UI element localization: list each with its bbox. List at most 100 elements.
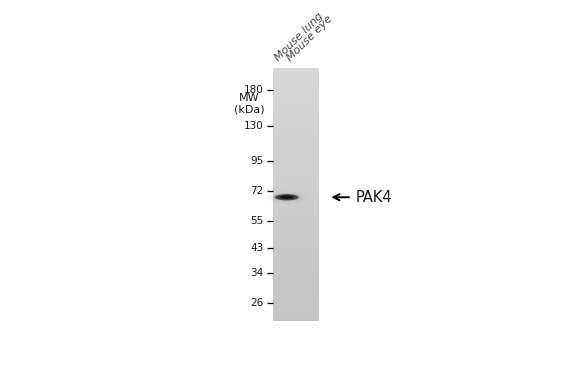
Ellipse shape [275,194,298,201]
Bar [273,279,319,281]
Bar [273,163,319,166]
Bar [273,142,319,145]
Bar [273,260,319,262]
Bar [273,302,319,305]
Bar [273,231,319,233]
Bar [273,222,319,225]
Bar [273,252,319,254]
Bar [273,174,319,176]
Ellipse shape [270,192,303,203]
Bar [273,159,319,161]
Bar [273,136,319,138]
Bar [273,68,319,79]
Bar [273,119,319,121]
Bar [273,108,319,111]
Ellipse shape [276,195,297,200]
Bar [273,113,319,115]
Text: 26: 26 [250,298,264,308]
Bar [273,232,319,235]
Bar [273,306,319,309]
Bar [273,146,319,149]
Bar [273,241,319,243]
Bar [273,130,319,132]
Bar [273,100,319,102]
Text: 95: 95 [250,156,264,166]
Text: Mouse eye: Mouse eye [285,14,335,63]
Text: 180: 180 [244,85,264,96]
Bar [273,68,319,71]
Bar [273,308,319,311]
Text: 130: 130 [244,121,264,131]
Bar [273,115,319,117]
Bar [273,199,319,201]
Text: Mouse lung: Mouse lung [274,11,325,63]
Bar [273,79,319,82]
Bar [273,94,319,96]
Bar [273,127,319,130]
Bar [273,153,319,155]
Bar [273,98,319,101]
Ellipse shape [267,191,306,203]
Bar [273,258,319,260]
Bar [273,138,319,140]
Text: 43: 43 [250,243,264,253]
Bar [273,123,319,125]
Bar [273,201,319,203]
Bar [273,304,319,307]
Bar [273,144,319,147]
Bar [273,178,319,180]
Bar [273,193,319,195]
Bar [273,186,319,189]
Bar [273,71,319,73]
Bar [273,296,319,298]
Bar [273,277,319,279]
Bar [273,165,319,168]
Bar [273,237,319,239]
Text: 34: 34 [250,268,264,278]
Bar [273,90,319,92]
Bar [273,150,319,153]
Ellipse shape [272,193,301,201]
Bar [273,83,319,86]
Bar [273,235,319,237]
Bar [273,110,319,113]
Bar [273,157,319,160]
Bar [273,285,319,288]
Bar [273,212,319,214]
Bar [273,140,319,143]
Bar [273,85,319,88]
Bar [273,155,319,157]
Bar [273,271,319,273]
Bar [273,77,319,79]
Bar [273,188,319,191]
Bar [273,216,319,218]
Bar [273,176,319,178]
Bar [273,197,319,199]
Bar [273,208,319,210]
Bar [273,224,319,227]
Bar [273,121,319,124]
Bar [273,256,319,258]
Bar [273,81,319,84]
Bar [273,254,319,256]
Bar [273,249,319,252]
Bar [273,283,319,286]
Bar [273,317,319,319]
Bar [273,91,319,94]
Bar [273,203,319,206]
Bar [273,220,319,223]
Bar [273,169,319,172]
Bar [273,243,319,246]
Bar [273,205,319,208]
Bar [273,106,319,109]
Text: 72: 72 [250,186,264,196]
Bar [273,310,319,313]
Bar [273,226,319,229]
Bar [273,273,319,275]
Bar [273,184,319,187]
Bar [273,281,319,284]
Bar [273,291,319,294]
Bar [273,266,319,269]
Bar [273,132,319,134]
Bar [273,264,319,267]
